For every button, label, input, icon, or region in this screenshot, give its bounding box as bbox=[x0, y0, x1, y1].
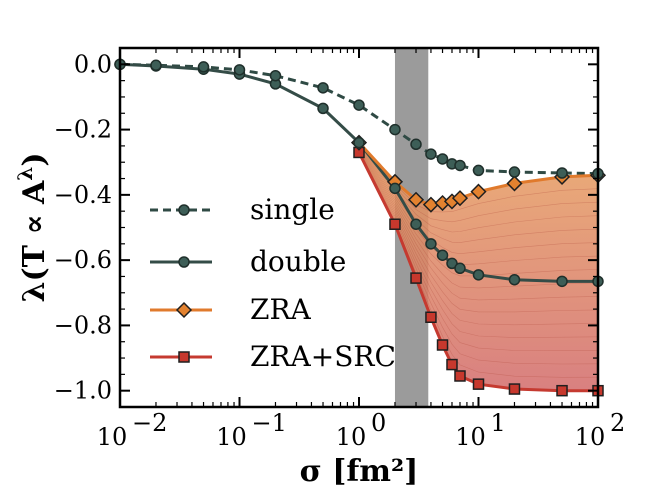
x-tick-exponent: 0 bbox=[371, 409, 386, 437]
marker-zra bbox=[451, 190, 469, 207]
marker-zra-src bbox=[472, 378, 485, 390]
fill-contour-line bbox=[358, 151, 598, 378]
x-axis-label: σ [fm²] bbox=[300, 454, 419, 489]
marker-double bbox=[410, 218, 422, 230]
marker-zra-src bbox=[436, 339, 449, 351]
marker-single bbox=[472, 164, 485, 177]
fill-contour-line bbox=[358, 148, 598, 313]
marker-single bbox=[556, 167, 568, 179]
y-tick-label: −0.6 bbox=[54, 246, 112, 274]
marker-single bbox=[436, 153, 449, 165]
marker-single bbox=[389, 123, 401, 136]
marker-zra-src bbox=[556, 384, 568, 397]
marker-single bbox=[317, 82, 329, 94]
marker-double bbox=[454, 262, 466, 275]
legend-marker-single bbox=[178, 204, 190, 216]
marker-zra bbox=[470, 183, 487, 200]
marker-double bbox=[353, 136, 365, 149]
fill-contour-line bbox=[358, 143, 598, 223]
x-tick-label: 10 bbox=[216, 423, 247, 451]
y-axis-label: λ(T ∝ Aλ) bbox=[13, 152, 52, 302]
fill-contour-line bbox=[358, 151, 598, 365]
marker-zra-src bbox=[425, 311, 437, 323]
fill-contour-line bbox=[358, 148, 598, 301]
legend-label-zra: ZRA bbox=[250, 293, 312, 326]
axis-ticks: 10 −2 10 −1 10 0 10 1 10 20.0−0.2−0.4−0.6−0.8−1.0 bbox=[54, 48, 625, 451]
marker-zra-src bbox=[454, 370, 466, 382]
marker-zra-src bbox=[508, 383, 521, 395]
y-tick-label: 0.0 bbox=[74, 50, 112, 78]
marker-double bbox=[508, 273, 521, 286]
fill-contour-line bbox=[358, 149, 598, 338]
marker-double bbox=[317, 102, 329, 115]
marker-zra-src bbox=[410, 272, 422, 284]
legend-label-double: double bbox=[250, 245, 346, 278]
marker-single bbox=[269, 69, 282, 82]
marker-double bbox=[389, 182, 401, 195]
marker-zra bbox=[407, 191, 425, 208]
x-tick-label: 10 bbox=[575, 423, 606, 451]
marker-double bbox=[425, 238, 437, 250]
fill-contour-line bbox=[358, 149, 598, 326]
marker-double bbox=[556, 275, 568, 288]
x-tick-exponent: −1 bbox=[252, 409, 287, 437]
marker-double bbox=[472, 269, 485, 281]
y-tick-label: −0.8 bbox=[54, 311, 112, 339]
x-axis-title: σ [fm²] bbox=[300, 454, 419, 489]
marker-single bbox=[454, 159, 466, 172]
legend-marker-zra bbox=[175, 301, 193, 319]
x-tick-exponent: −2 bbox=[132, 409, 167, 437]
y-tick-label: −1.0 bbox=[54, 377, 112, 405]
y-axis-title: λ(T ∝ Aλ) bbox=[13, 152, 52, 302]
marker-zra-src bbox=[446, 358, 458, 371]
x-tick-label: 10 bbox=[455, 423, 486, 451]
y-tick-label: −0.4 bbox=[54, 181, 112, 209]
marker-double bbox=[436, 249, 449, 261]
marker-single bbox=[197, 61, 210, 73]
x-tick-exponent: 2 bbox=[610, 409, 625, 437]
legend-marker-zra-src bbox=[178, 351, 190, 363]
fill-contour-line bbox=[358, 143, 598, 213]
x-tick-label: 10 bbox=[97, 423, 128, 451]
marker-single bbox=[150, 59, 162, 72]
fill-contour-line bbox=[358, 150, 598, 351]
y-tick-label: −0.2 bbox=[54, 116, 112, 144]
fill-contour-line bbox=[358, 147, 598, 289]
x-tick-exponent: 1 bbox=[491, 409, 506, 437]
marker-single bbox=[410, 138, 422, 151]
x-tick-label: 10 bbox=[336, 423, 367, 451]
legend: single double ZRA ZRA+SRC bbox=[150, 193, 396, 373]
marker-zra bbox=[506, 175, 523, 192]
marker-zra-src bbox=[389, 218, 401, 230]
fill-contour-line bbox=[358, 144, 598, 233]
marker-single bbox=[508, 166, 521, 178]
marker-single bbox=[233, 64, 246, 76]
legend-label-zra-src: ZRA+SRC bbox=[250, 340, 396, 373]
legend-marker-double bbox=[178, 256, 190, 268]
fill-contour-line bbox=[358, 146, 598, 277]
plot-area: 10 −2 10 −1 10 0 10 1 10 20.0−0.2−0.4−0.6−0.8−1.0 bbox=[54, 46, 625, 451]
legend-label-single: single bbox=[250, 193, 335, 226]
marker-single bbox=[425, 148, 437, 160]
marker-single bbox=[353, 99, 365, 111]
